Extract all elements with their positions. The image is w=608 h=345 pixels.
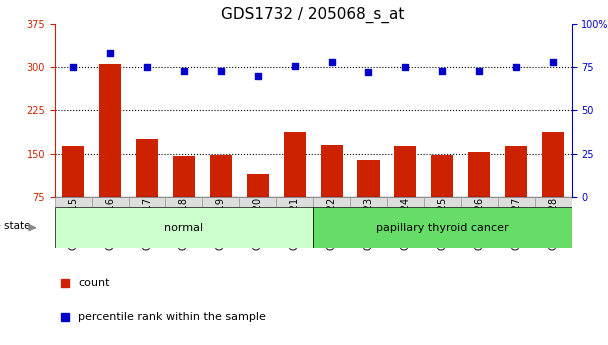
Point [474,68,484,73]
Bar [276,197,313,207]
Bar [136,139,158,197]
Text: GSM85225: GSM85225 [437,197,447,250]
Bar [92,197,128,207]
Point [142,65,152,70]
Bar [468,152,490,197]
Text: GSM85223: GSM85223 [364,197,373,250]
Bar [173,156,195,197]
Bar [534,197,572,207]
Bar [313,207,572,248]
Point [437,68,447,73]
Point [326,59,336,65]
Bar [461,197,498,207]
Bar [320,145,343,197]
Point [68,65,78,70]
Text: percentile rank within the sample: percentile rank within the sample [78,312,266,322]
Text: GSM85227: GSM85227 [511,197,521,250]
Bar [505,146,527,197]
Text: GSM85215: GSM85215 [68,197,78,250]
Point [179,68,188,73]
Text: GSM85224: GSM85224 [401,197,410,250]
Text: papillary thyroid cancer: papillary thyroid cancer [376,223,509,233]
Text: GSM85217: GSM85217 [142,197,152,250]
Bar [387,197,424,207]
Point [105,51,115,56]
Bar [99,65,121,197]
Bar [202,197,240,207]
Bar [210,155,232,197]
Bar [431,155,454,197]
Text: GSM85216: GSM85216 [105,197,115,250]
Bar [165,197,202,207]
Text: GSM85218: GSM85218 [179,197,189,250]
Point [401,65,410,70]
Point [511,65,521,70]
Bar [128,197,165,207]
Bar [283,132,306,197]
Bar [358,160,379,197]
Text: GSM85219: GSM85219 [216,197,226,250]
Title: GDS1732 / 205068_s_at: GDS1732 / 205068_s_at [221,7,405,23]
Text: normal: normal [164,223,204,233]
Bar [350,197,387,207]
Text: disease state: disease state [0,221,30,230]
Bar [240,197,276,207]
Bar [395,146,416,197]
Point [216,68,226,73]
Bar [247,174,269,197]
Text: GSM85221: GSM85221 [289,197,300,250]
Text: count: count [78,278,109,288]
Text: GSM85226: GSM85226 [474,197,484,250]
Bar [62,146,85,197]
Point [253,73,263,79]
Bar [424,197,461,207]
Point [290,63,300,68]
Point [364,70,373,75]
Point [548,59,558,65]
Bar [498,197,534,207]
Text: GSM85220: GSM85220 [253,197,263,250]
Bar [313,197,350,207]
Text: GSM85222: GSM85222 [326,197,337,250]
Bar [55,197,92,207]
Bar [55,207,313,248]
Text: GSM85228: GSM85228 [548,197,558,250]
Bar [542,132,564,197]
